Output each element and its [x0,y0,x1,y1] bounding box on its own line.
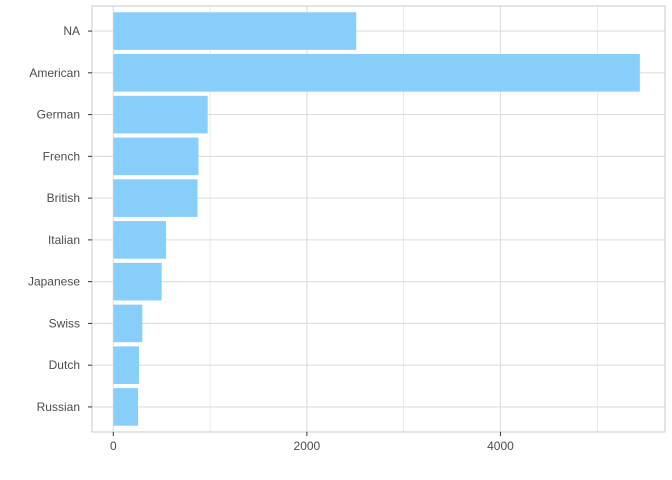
x-tick-label: 4000 [487,439,514,453]
y-tick-label: Japanese [28,275,80,289]
y-tick-label: Italian [48,233,80,247]
x-tick-label: 0 [110,439,117,453]
bar-american [113,54,640,92]
bar-british [113,179,198,217]
y-tick-label: Russian [37,400,80,414]
bars [113,12,640,426]
y-tick-label: NA [63,24,80,38]
y-tick-label: American [29,66,80,80]
bar-swiss [113,304,143,343]
bar-na [113,12,357,50]
bar-italian [113,221,167,259]
y-tick-label: Swiss [49,316,80,330]
bar-russian [113,388,138,426]
bar-french [113,137,199,176]
y-tick-label: German [37,108,80,122]
panel-border [91,5,666,433]
y-tick-label: French [43,149,80,163]
y-axis: NA American German French British Italian Japa… [28,24,92,414]
x-axis: 0 2000 4000 [110,432,514,453]
bar-german [113,95,208,134]
y-tick-label: Dutch [49,358,80,372]
bar-dutch [113,346,139,384]
y-tick-label: British [47,191,80,205]
bar-japanese [113,262,162,301]
x-tick-label: 2000 [294,439,321,453]
